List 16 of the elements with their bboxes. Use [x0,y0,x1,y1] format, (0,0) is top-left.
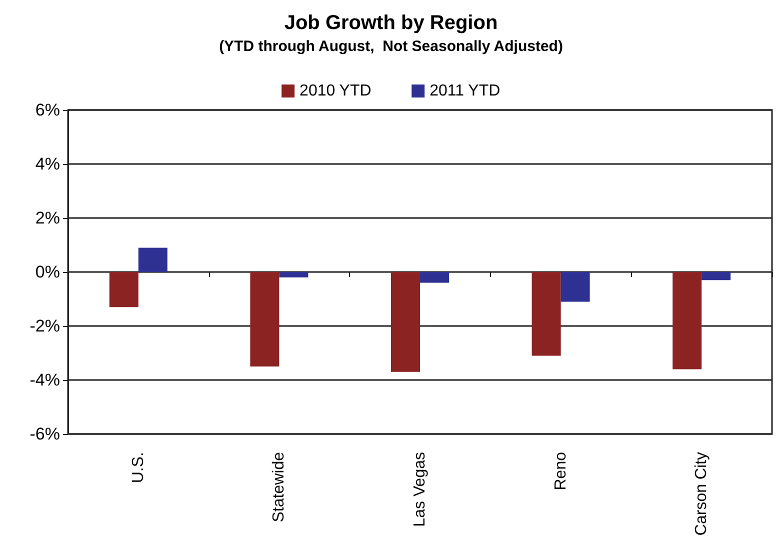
legend-label: 2010 YTD [300,82,372,100]
y-tick-label: 0% [35,262,60,282]
x-tick-label: Reno [552,452,570,490]
y-tick-label: 2% [35,208,60,228]
y-tick-label: -2% [30,316,60,336]
x-tick-label: Las Vegas [412,452,428,527]
chart-title: Job Growth by Region [284,12,498,34]
y-tick-label: -4% [30,370,60,390]
x-tick-label: U.S. [130,452,147,484]
y-tick-label: -6% [30,424,60,444]
y-tick-label: 6% [35,100,60,120]
x-tick-label: Carson City [693,452,710,536]
chart-subtitle: (YTD through August, Not Seasonally Adjusted) [219,38,563,55]
y-tick-label: 4% [35,154,60,174]
x-tick-label: Statewide [270,452,288,522]
legend-label: 2011 YTD [430,82,500,100]
